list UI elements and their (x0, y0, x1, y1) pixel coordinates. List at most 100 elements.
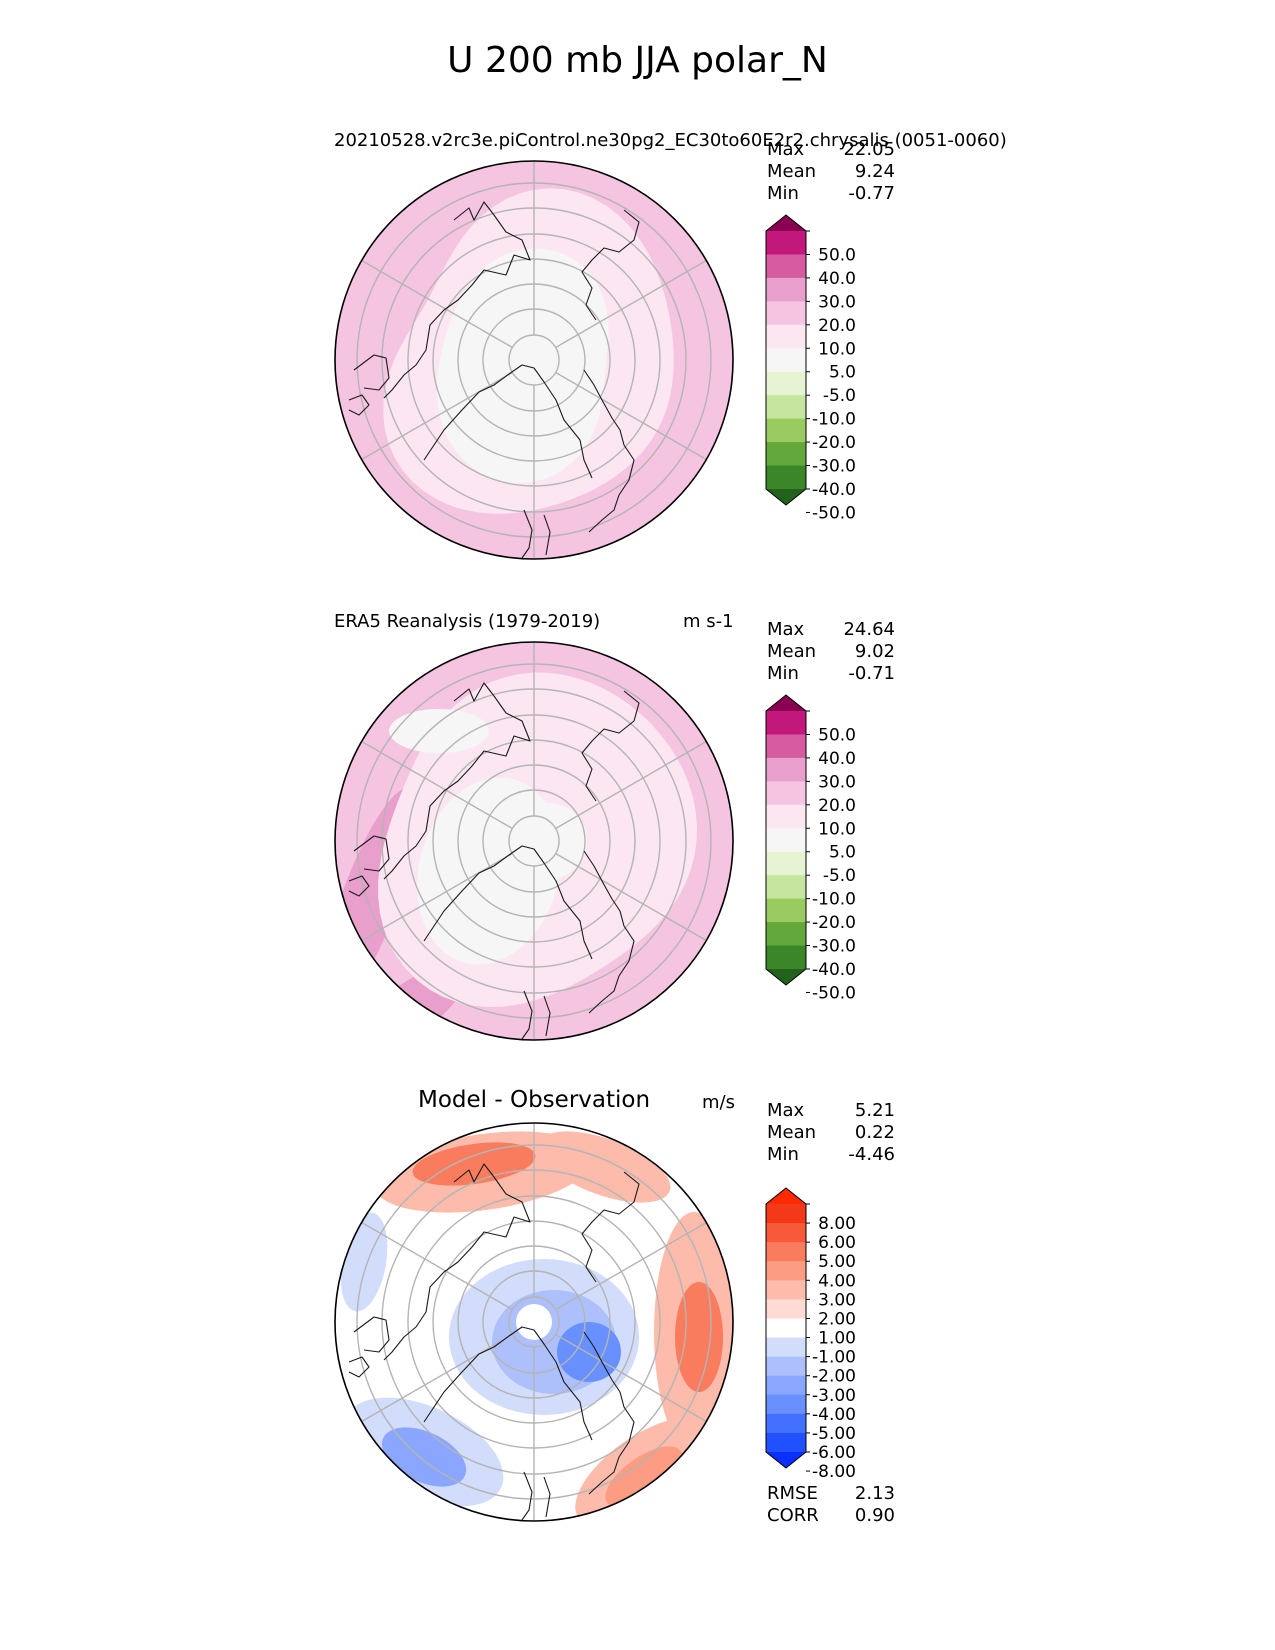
coastline (383, 1163, 531, 1361)
colorbar-cell (766, 757, 806, 782)
colorbar-cell (766, 922, 806, 947)
colorbar-extend-bottom (766, 1452, 806, 1468)
map-field (335, 1123, 733, 1521)
polar-map-difference (334, 1122, 734, 1522)
coastline (348, 1356, 370, 1378)
colorbar-tick-label: 40.0 (818, 269, 856, 289)
stat-value: 5.21 (854, 1100, 895, 1121)
map-boundary (334, 1122, 734, 1522)
panel-3-title: Model - Observation (418, 1087, 651, 1113)
polar-map-model (334, 160, 734, 560)
field-positive (412, 1142, 536, 1186)
coastline (348, 394, 370, 416)
colorbar-cell (766, 1242, 806, 1262)
colorbar-tick-label: 10.0 (818, 339, 856, 359)
colorbar-cell (766, 442, 806, 467)
colorbar-tick-label: 1.00 (818, 1329, 856, 1349)
colorbar-cell (766, 301, 806, 326)
stat-label: Mean (767, 641, 817, 662)
colorbar-tick-label: -40.0 (812, 960, 856, 980)
stat-value: 9.24 (854, 161, 895, 182)
page-title: U 200 mb JJA polar_N (447, 40, 828, 81)
colorbar-cell (766, 418, 806, 443)
colorbar-cell (766, 781, 806, 806)
colorbar-tick-label: -10.0 (812, 410, 856, 430)
longitude-gridline (555, 259, 707, 349)
panel-1-title: 20210528.v2rc3e.piControl.ne30pg2_EC30to… (334, 130, 1007, 151)
colorbar-cell (766, 231, 806, 255)
colorbar-tick-label: 20.0 (818, 796, 856, 816)
coastline (543, 1476, 551, 1518)
colorbar-extend-bottom (766, 969, 806, 985)
colorbar-tick-label: -50.0 (812, 503, 856, 523)
colorbar-tick-label: 50.0 (818, 725, 856, 745)
coastline (423, 364, 593, 479)
colorbar-cell (766, 324, 806, 349)
colorbar-extend-top (766, 215, 806, 231)
colorbar-tick-label: -8.00 (812, 1462, 856, 1482)
colorbar-cell (766, 277, 806, 302)
stat-label: Mean (767, 161, 817, 182)
coastline (581, 209, 640, 321)
panel-2-units: m s-1 (683, 611, 734, 632)
stat-label: Min (767, 663, 799, 684)
stat-label: Mean (767, 1122, 817, 1143)
colorbar-tick-label: -1.00 (812, 1348, 856, 1368)
coastline (583, 369, 635, 533)
colorbar-tick-label: -2.00 (812, 1367, 856, 1387)
metric-label: CORR (767, 1505, 819, 1526)
colorbar-tick-label: -10.0 (812, 890, 856, 910)
stat-label: Min (767, 1144, 799, 1165)
colorbar-cell (766, 828, 806, 853)
colorbar-tick-label: -50.0 (812, 983, 856, 1003)
stat-value: 22.05 (843, 139, 895, 160)
coastline (521, 509, 533, 559)
colorbar-cell (766, 465, 806, 490)
colorbar-tick-label: 2.00 (818, 1309, 856, 1329)
coastline (423, 845, 593, 960)
stat-label: Max (767, 1100, 805, 1121)
metric-label: RMSE (767, 1483, 818, 1504)
colorbar-cell (766, 371, 806, 396)
colorbar-tick-label: 20.0 (818, 316, 856, 336)
colorbar-tick-label: 5.0 (829, 363, 856, 383)
colorbar-cell (766, 875, 806, 900)
colorbar-tick-label: 30.0 (818, 292, 856, 312)
colorbar-cell (766, 1337, 806, 1358)
colorbar-observation: 50.0 40.0 30.0 20.0 10.0 5.0 -5.0 -10.0 -20.0 -30… (765, 694, 856, 1003)
stat-label: Min (767, 183, 799, 204)
colorbar-cell (766, 1318, 806, 1339)
colorbar-tick-label: -4.00 (812, 1405, 856, 1425)
longitude-gridline (361, 371, 513, 461)
colorbar-tick-label: 4.00 (818, 1271, 856, 1291)
colorbar-tick-label: -20.0 (812, 913, 856, 933)
stat-value: -4.46 (848, 1144, 895, 1165)
field-positive (675, 1282, 723, 1392)
map-field (335, 642, 733, 1040)
colorbar-cell (766, 395, 806, 420)
colorbar-difference: 8.006.005.004.003.002.001.00-1.00-2.00-3… (765, 1187, 856, 1482)
coastline (543, 514, 551, 556)
polar-map-observation (334, 641, 734, 1041)
colorbar-cell (766, 254, 806, 279)
metric-value: 2.13 (854, 1483, 895, 1504)
field-negative (557, 1322, 621, 1382)
stat-value: 24.64 (843, 619, 895, 640)
map-boundary (334, 160, 734, 560)
colorbar-tick-label: -40.0 (812, 480, 856, 500)
colorbar-tick-label: 50.0 (818, 245, 856, 265)
colorbar-cell (766, 1356, 806, 1377)
colorbar-tick-label: 8.00 (818, 1214, 856, 1234)
coastline (521, 990, 533, 1040)
colorbar-cell (766, 348, 806, 373)
panel-3-stats: Max 5.21 Mean 0.22 Min -4.46 (767, 1100, 895, 1166)
coastline (581, 1171, 640, 1283)
longitude-gridline (361, 259, 513, 349)
colorbar-tick-label: 40.0 (818, 749, 856, 769)
colorbar-cell (766, 734, 806, 759)
coastline (353, 835, 390, 872)
colorbar-tick-label: -20.0 (812, 433, 856, 453)
colorbar-extend-top (766, 1188, 806, 1204)
longitude-gridline (555, 740, 707, 830)
colorbar-tick-label: 3.00 (818, 1290, 856, 1310)
